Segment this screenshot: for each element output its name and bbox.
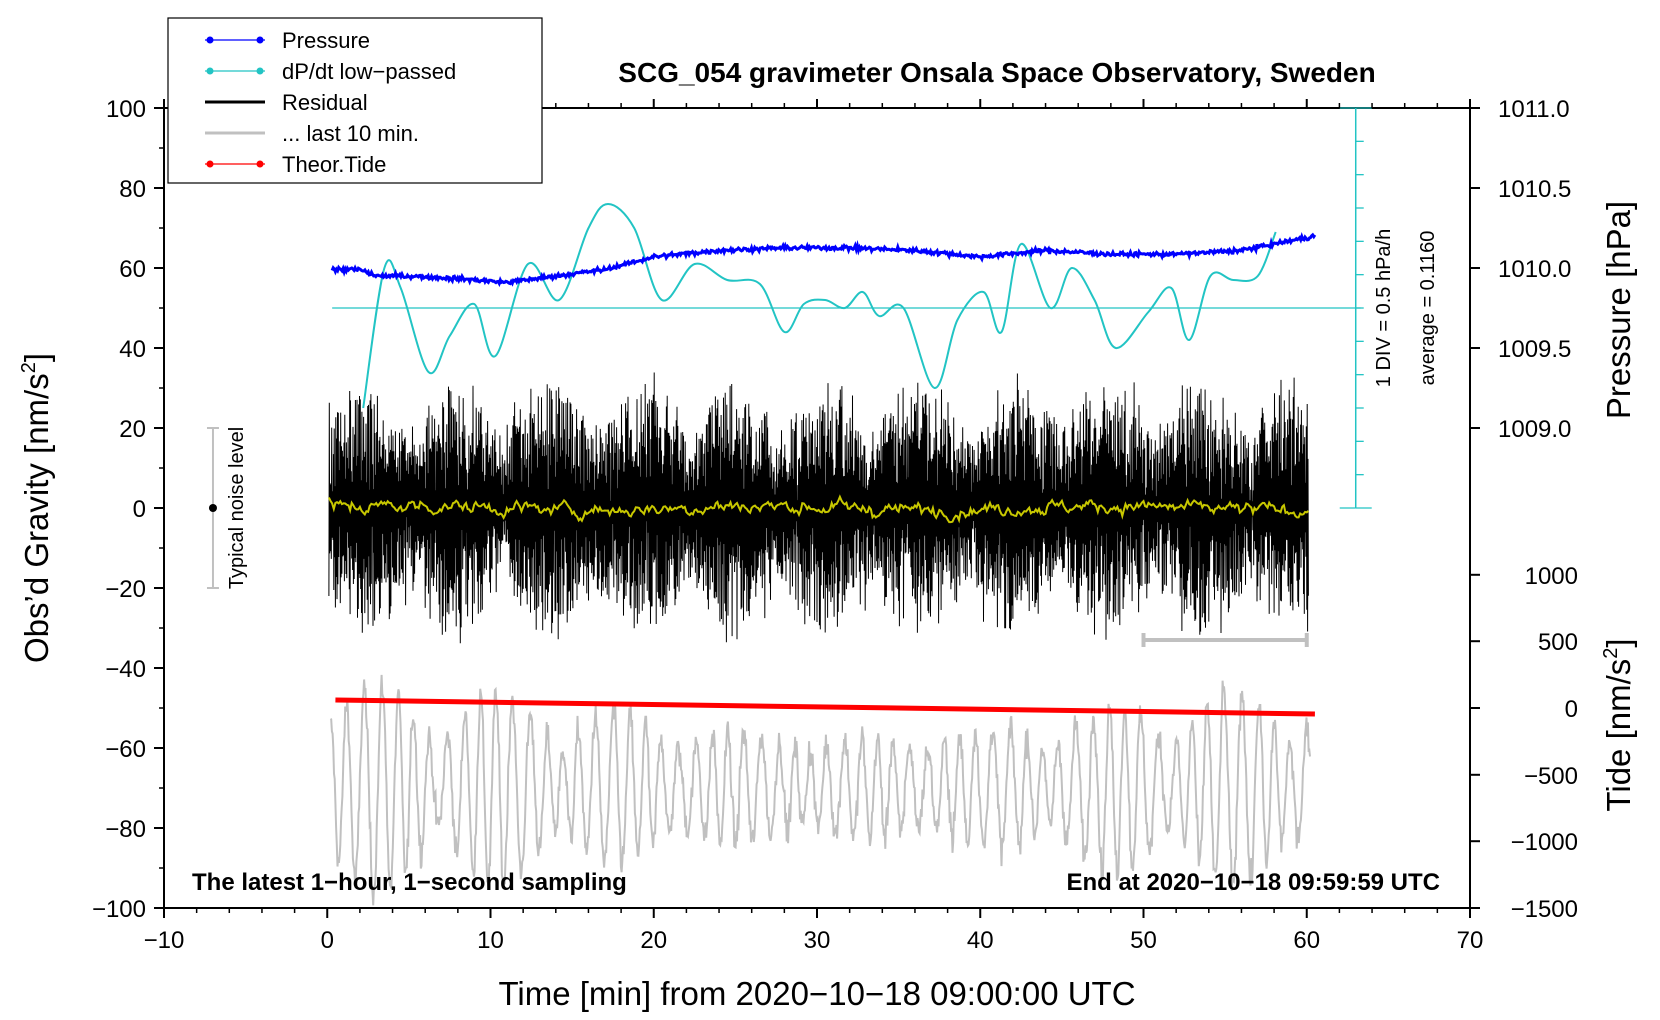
y-tick-label: 100 (106, 96, 146, 123)
tide-line (335, 697, 1315, 717)
y-tick-label: 80 (119, 176, 146, 203)
legend-marker (206, 36, 214, 44)
y-axis-title-pressure: Pressure [hPa] (1600, 201, 1637, 419)
y-tick-label: −40 (105, 656, 146, 683)
latest-hour-note: The latest 1−hour, 1−second sampling (192, 869, 627, 896)
y-tick-label: −60 (105, 736, 146, 763)
pressure-line (330, 231, 1317, 288)
end-time-note: End at 2020−10−18 09:59:59 UTC (1066, 869, 1440, 896)
div-label: 1 DIV = 0.5 hPa/h (1373, 229, 1395, 387)
y-tick-label: 20 (119, 416, 146, 443)
pressure-tick-label: 1011.0 (1498, 96, 1570, 123)
residual-lowpassed-series (327, 494, 1310, 524)
tide-tick-label: −500 (1524, 763, 1578, 790)
legend-label: dP/dt low−passed (282, 59, 456, 84)
x-tick-label: −10 (144, 927, 185, 954)
dpdt-line (362, 202, 1277, 409)
tide-tick-label: −1500 (1511, 896, 1578, 923)
residual-line (328, 372, 1309, 644)
legend-marker (256, 67, 264, 75)
y-tick-label: 60 (119, 256, 146, 283)
legend-marker (206, 67, 214, 75)
tide-tick-label: 1000 (1525, 563, 1578, 590)
average-label: average = 0.1160 (1417, 231, 1439, 386)
last-10-min-series (329, 674, 1311, 906)
legend-label: Pressure (282, 28, 370, 53)
tide-tick-label: 500 (1538, 629, 1578, 656)
x-tick-label: 40 (967, 927, 994, 954)
pressure-tick-label: 1010.5 (1498, 176, 1571, 203)
y-axis-title-left: Obs’d Gravity [nm/s2] (18, 353, 55, 663)
residual-series (328, 372, 1309, 644)
pressure-tick-label: 1009.5 (1498, 336, 1571, 363)
x-axis-title: Time [min] from 2020−10−18 09:00:00 UTC (498, 975, 1135, 1012)
pressure-tick-label: 1009.0 (1498, 416, 1571, 443)
pressure-series (330, 231, 1317, 288)
y-tick-label: −80 (105, 816, 146, 843)
tide-tick-label: −1000 (1511, 829, 1578, 856)
dpdt-series (332, 107, 1372, 509)
legend: Pressure dP/dt low−passed Residual ... last… (167, 17, 543, 184)
legend-label: Residual (282, 90, 368, 115)
y-tick-label: −20 (105, 576, 146, 603)
residual-lowpassed-line (327, 494, 1310, 524)
noise-center-dot (208, 504, 217, 512)
y-tick-label: 0 (133, 496, 146, 523)
x-tick-label: 60 (1293, 927, 1320, 954)
y-axis-title-tide: Tide [nm/s2] (1600, 638, 1637, 811)
y-tick-label: −100 (92, 896, 146, 923)
x-tick-label: 30 (804, 927, 831, 954)
annotations (206, 427, 1309, 647)
noise-label: Typical noise level (226, 427, 248, 589)
legend-marker (206, 160, 214, 168)
legend-label: ... last 10 min. (282, 121, 419, 146)
axes-ticks: −10 0 10 20 30 40 50 60 70−100−80−60−40−20020406… (92, 96, 1578, 954)
tide-tick-label: 0 (1565, 696, 1578, 723)
legend-marker (256, 36, 264, 44)
chart-title: SCG_054 gravimeter Onsala Space Observat… (618, 57, 1375, 88)
legend-label: Theor.Tide (282, 152, 386, 177)
x-tick-label: 10 (477, 927, 504, 954)
x-tick-label: 70 (1457, 927, 1484, 954)
last-10-min-line (329, 674, 1311, 906)
x-tick-label: 20 (640, 927, 667, 954)
pressure-tick-label: 1010.0 (1498, 256, 1571, 283)
y-tick-label: 40 (119, 336, 146, 363)
x-tick-label: 50 (1130, 927, 1157, 954)
legend-marker (256, 160, 264, 168)
theor-tide-series (335, 697, 1315, 717)
x-tick-label: 0 (321, 927, 334, 954)
